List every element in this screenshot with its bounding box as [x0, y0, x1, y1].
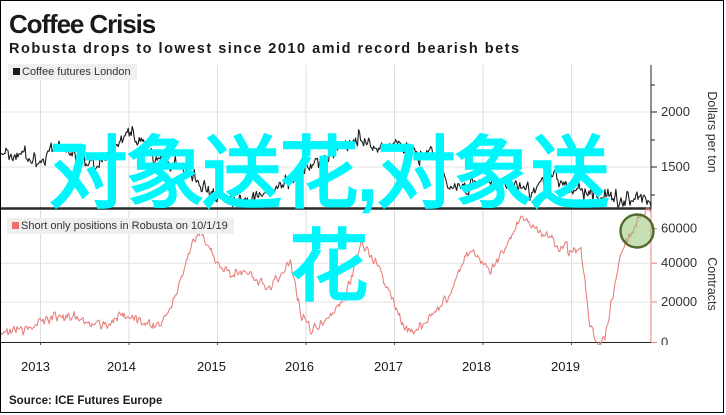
- svg-text:Contracts: Contracts: [705, 257, 719, 311]
- svg-text:40000: 40000: [661, 255, 697, 270]
- svg-text:Dollars per ton: Dollars per ton: [705, 91, 719, 172]
- svg-text:0: 0: [661, 335, 668, 346]
- svg-text:60000: 60000: [661, 221, 697, 236]
- svg-text:20000: 20000: [661, 294, 697, 309]
- svg-text:2000: 2000: [661, 104, 690, 119]
- svg-text:1500: 1500: [661, 159, 690, 174]
